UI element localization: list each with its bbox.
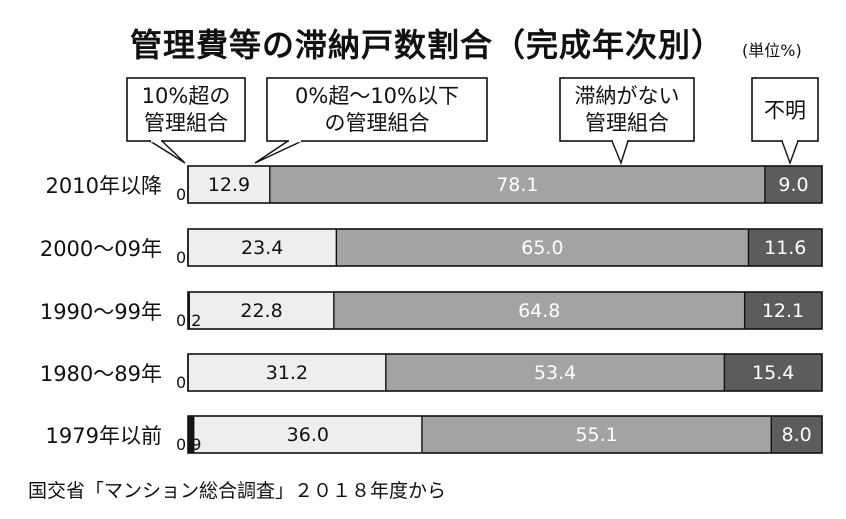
data-label: 0.9 xyxy=(176,435,201,454)
legend-label: 0%超～10%以下 xyxy=(295,84,459,108)
legend-label: 10%超の xyxy=(142,84,231,108)
data-label: 0.2 xyxy=(176,311,201,330)
data-label: 0 xyxy=(176,248,186,267)
data-label: 12.9 xyxy=(208,174,250,196)
bar-segment xyxy=(188,354,386,391)
bar-segment xyxy=(748,229,822,266)
category-label: 2010年以降 xyxy=(46,174,162,198)
category-label: 2000～09年 xyxy=(40,237,162,261)
bar-segment xyxy=(421,416,772,453)
bar-segment xyxy=(764,166,822,203)
data-label: 55.1 xyxy=(575,424,617,446)
data-label: 0 xyxy=(176,373,186,392)
bar-segment xyxy=(385,354,725,391)
data-label: 65.0 xyxy=(521,237,563,259)
unit-label: (単位%) xyxy=(742,41,802,60)
legend-label: 管理組合 xyxy=(585,111,669,135)
bar-segment xyxy=(744,292,822,329)
callout-pointer xyxy=(781,140,799,166)
data-label: 22.8 xyxy=(240,300,282,322)
category-label: 1980～89年 xyxy=(40,362,162,386)
bar-segment xyxy=(269,166,765,203)
bar-segment xyxy=(188,229,337,266)
bar-segment xyxy=(771,416,822,453)
bar-segment xyxy=(336,229,749,266)
data-label: 53.4 xyxy=(534,362,576,384)
data-label: 9.0 xyxy=(778,174,808,196)
legend-label: 不明 xyxy=(764,99,806,123)
data-label: 12.1 xyxy=(762,300,804,322)
data-label: 0 xyxy=(176,185,186,204)
callout-pointer xyxy=(254,140,303,164)
bar-segment xyxy=(193,416,422,453)
chart-title: 管理費等の滞納戸数割合（完成年次別） xyxy=(130,26,725,64)
bar-outline xyxy=(187,291,823,330)
data-label: 23.4 xyxy=(241,237,283,259)
legend-label: 滞納がない xyxy=(575,84,680,108)
callout-pointer xyxy=(611,140,629,166)
legend-label: の管理組合 xyxy=(325,111,430,135)
data-label: 78.1 xyxy=(496,174,538,196)
data-label: 11.6 xyxy=(764,237,806,259)
legend-callout-box xyxy=(126,77,246,142)
callout-pointer xyxy=(149,140,186,164)
category-label: 1979年以前 xyxy=(46,424,162,448)
category-label: 1990～99年 xyxy=(40,300,162,324)
legend-callout-box xyxy=(266,77,488,142)
bar-segment xyxy=(189,292,334,329)
data-label: 31.2 xyxy=(266,362,308,384)
bar-outline xyxy=(187,415,823,454)
data-label: 36.0 xyxy=(287,424,329,446)
source-note: 国交省「マンション総合調査」２０１８年度から xyxy=(28,480,447,502)
legend-callout-box xyxy=(559,77,695,142)
bar-segment xyxy=(188,416,194,453)
bar-segment xyxy=(188,166,270,203)
data-label: 15.4 xyxy=(752,362,794,384)
legend-label: 管理組合 xyxy=(144,111,228,135)
data-label: 64.8 xyxy=(518,300,560,322)
bar-segment xyxy=(724,354,822,391)
data-label: 8.0 xyxy=(782,424,812,446)
bar-segment xyxy=(333,292,745,329)
